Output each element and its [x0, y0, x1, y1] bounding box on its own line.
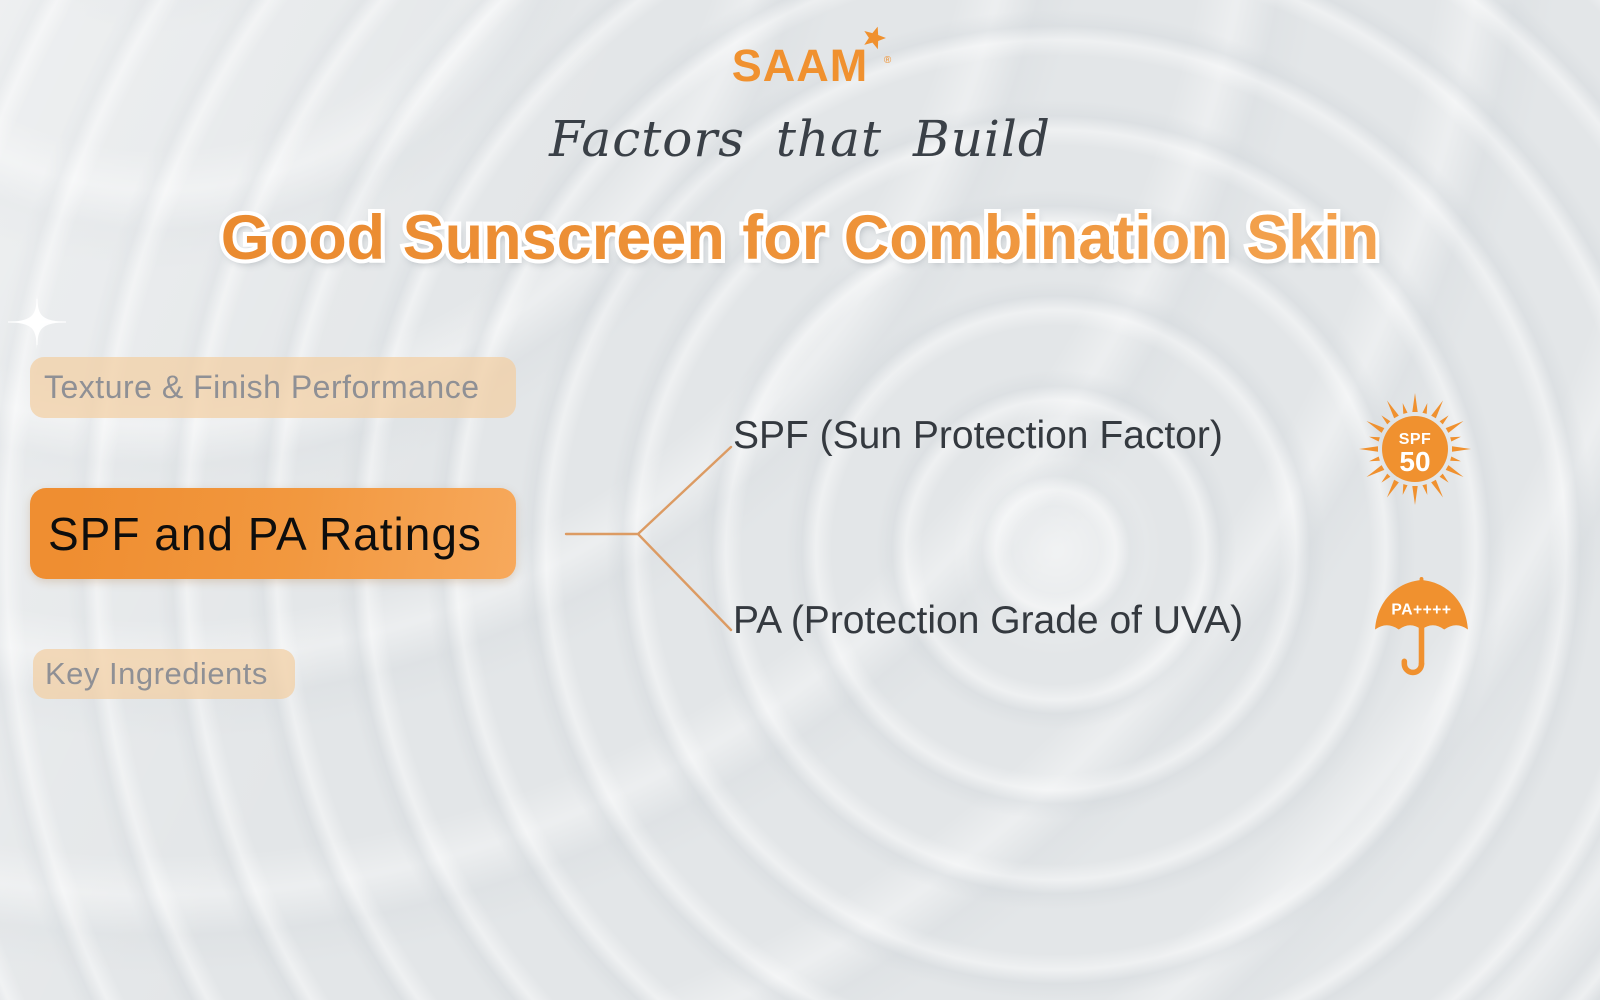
sidebar-item-spf-pa-ratings[interactable]: SPF and PA Ratings: [30, 488, 516, 579]
branch-label-pa: PA (Protection Grade of UVA): [733, 599, 1244, 642]
page-title-outline: Good Sunscreen for Combination Skin: [0, 199, 1600, 277]
tagline-text: Factors that Build: [549, 110, 1051, 168]
sun-badge-50-text: 50: [1399, 446, 1430, 477]
registered-trademark: ®: [883, 55, 892, 66]
branch-connector-lines: [564, 445, 733, 632]
sun-badge-spf-text: SPF: [1399, 431, 1432, 448]
brand-logo: SAAM ®: [0, 26, 1600, 92]
sidebar-item-label: Key Ingredients: [45, 656, 268, 691]
pa-umbrella-icon: PA++++: [1375, 577, 1468, 676]
sparkle-glint-icon: [8, 295, 66, 349]
sidebar-item-label: Texture & Finish Performance: [44, 369, 480, 405]
star-icon: [864, 26, 887, 50]
branch-label-spf: SPF (Sun Protection Factor): [733, 414, 1223, 457]
brand-logo-text: SAAM: [731, 40, 869, 91]
sidebar-item-key-ingredients[interactable]: Key Ingredients: [33, 649, 295, 699]
umbrella-pa-rating-text: PA++++: [1391, 601, 1451, 618]
sidebar-item-label: SPF and PA Ratings: [48, 507, 482, 560]
sun-spf50-icon: SPF 50: [1359, 393, 1471, 505]
page-title: Good Sunscreen for Combination Skin Good…: [0, 199, 1600, 288]
page-title-text: Good Sunscreen for Combination Skin: [0, 202, 1600, 274]
sidebar-item-texture-finish[interactable]: Texture & Finish Performance: [30, 357, 516, 418]
